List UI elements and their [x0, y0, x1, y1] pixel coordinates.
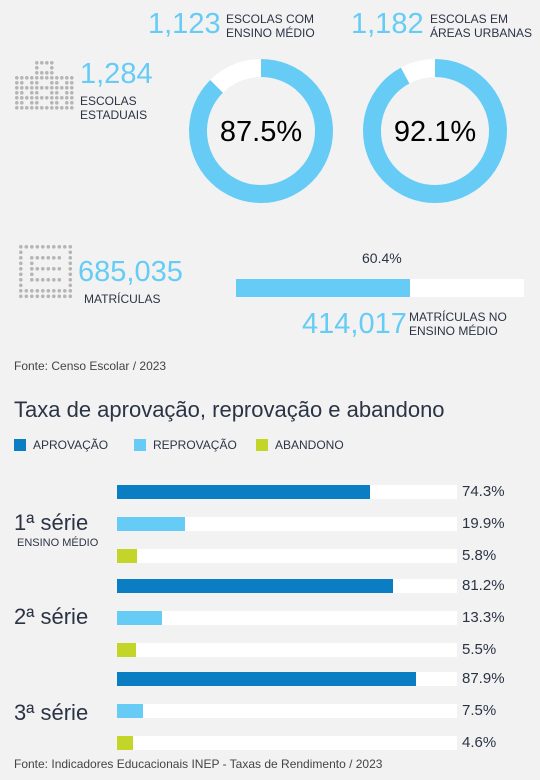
- stat-matriculas-em-label: MATRÍCULAS NO ENSINO MÉDIO: [409, 310, 507, 338]
- legend-swatch-reprovacao: [134, 439, 146, 451]
- source-bottom: Fonte: Indicadores Educacionais INEP - T…: [14, 757, 383, 771]
- stat-urbanas-label: ESCOLAS EM ÁREAS URBANAS: [430, 12, 532, 40]
- school-building-icon: [15, 61, 74, 110]
- stat-matriculas-value: 685,035: [78, 256, 183, 288]
- stat-estaduais-value: 1,284: [80, 58, 153, 90]
- bar-aprovação: [117, 672, 416, 686]
- legend-label-reprovacao: REPROVAÇÃO: [153, 438, 237, 452]
- stat-matriculas-em-value: 414,017: [302, 308, 407, 340]
- bar-value-label: 81.2%: [462, 577, 505, 594]
- bar-reprovação: [117, 611, 163, 625]
- bar-track: [117, 672, 457, 686]
- bar-track: [117, 611, 457, 625]
- stat-urbanas-value: 1,182: [351, 8, 424, 40]
- bar-track: [117, 736, 457, 750]
- bar-value-label: 5.8%: [462, 547, 497, 564]
- legend-label-abandono: ABANDONO: [275, 438, 344, 452]
- legend-label-aprovacao: APROVAÇÃO: [33, 438, 109, 452]
- stat-urbanas-label-line2: ÁREAS URBANAS: [430, 26, 533, 40]
- stat-urbanas-label-line1: ESCOLAS EM: [430, 12, 509, 26]
- bar-abandono: [117, 643, 136, 657]
- bar-aprovação: [117, 579, 394, 593]
- bar-track: [117, 643, 457, 657]
- legend-reprovacao: REPROVAÇÃO: [134, 438, 237, 452]
- bar-abandono: [117, 549, 137, 563]
- bar-track: [117, 549, 457, 563]
- stat-estaduais-label: ESCOLAS ESTADUAIS: [80, 94, 147, 122]
- bar-reprovação: [117, 704, 143, 718]
- stat-ensino-medio-label-line1: ESCOLAS COM: [226, 12, 315, 26]
- legend-swatch-abandono: [256, 439, 268, 451]
- donut-urbanas-arc: [363, 59, 507, 203]
- matriculas-em-track: [236, 279, 524, 297]
- bar-value-label: 7.5%: [462, 702, 497, 719]
- bar-value-label: 5.5%: [462, 641, 497, 658]
- enrollment-grid-icon: [19, 245, 73, 299]
- donut-ensino-medio: 87.5%: [189, 59, 333, 203]
- source-top: Fonte: Censo Escolar / 2023: [14, 359, 167, 373]
- bar-track: [117, 485, 457, 499]
- bar-track: [117, 517, 457, 531]
- bar-value-label: 13.3%: [462, 609, 505, 626]
- stat-matriculas-label: MATRÍCULAS: [84, 292, 161, 306]
- category-label: 2ª série: [14, 604, 89, 629]
- matriculas-em-fill: [236, 279, 410, 297]
- donut-urbanas-percent: 92.1%: [394, 116, 476, 148]
- bar-track: [117, 579, 457, 593]
- matriculas-em-percent: 60.4%: [362, 250, 402, 266]
- category-label: 1ª série: [14, 510, 89, 535]
- stat-estaduais-label-line2: ESTADUAIS: [80, 108, 148, 122]
- category-sublabel: ENSINO MÉDIO: [17, 537, 99, 549]
- bar-value-label: 19.9%: [462, 515, 505, 532]
- donut-ensino-medio-percent: 87.5%: [220, 116, 302, 148]
- stat-estaduais-label-line1: ESCOLAS: [80, 94, 137, 108]
- legend-swatch-aprovacao: [14, 439, 26, 451]
- bar-track: [117, 704, 457, 718]
- legend-abandono: ABANDONO: [256, 438, 344, 452]
- chart-title: Taxa de aprovação, reprovação e abandono: [14, 397, 445, 422]
- category-label: 3ª série: [14, 700, 89, 725]
- bar-abandono: [117, 736, 133, 750]
- donut-ensino-medio-arc: [189, 59, 333, 203]
- bar-value-label: 4.6%: [462, 734, 497, 751]
- stat-matriculas-em-label-line2: ENSINO MÉDIO: [409, 324, 498, 338]
- donut-urbanas: 92.1%: [363, 59, 507, 203]
- bar-reprovação: [117, 517, 185, 531]
- stat-matriculas-em-label-line1: MATRÍCULAS NO: [409, 310, 507, 324]
- legend-aprovacao: APROVAÇÃO: [14, 438, 108, 452]
- bar-aprovação: [117, 485, 370, 499]
- stat-ensino-medio-label: ESCOLAS COM ENSINO MÉDIO: [226, 12, 315, 40]
- bar-value-label: 87.9%: [462, 670, 505, 687]
- bar-value-label: 74.3%: [462, 483, 505, 500]
- stat-ensino-medio-value: 1,123: [148, 8, 221, 40]
- stat-ensino-medio-label-line2: ENSINO MÉDIO: [226, 26, 315, 40]
